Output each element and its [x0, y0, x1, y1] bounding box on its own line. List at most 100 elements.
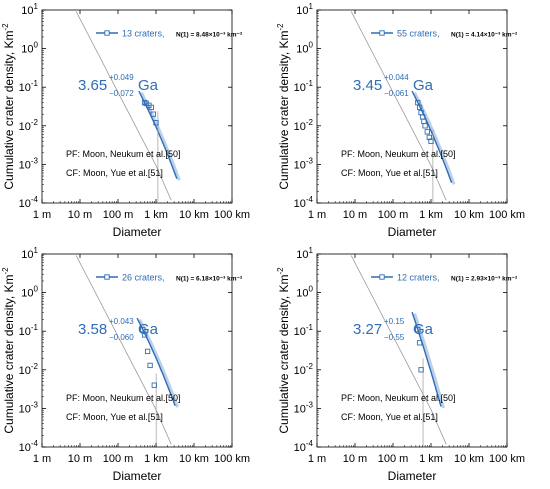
- chart-svg: 101 100 10-1 10-2 10-3 10-41 m 10 m 100 m 1 km 10…: [276, 2, 525, 239]
- x-tick-label: 100 km: [489, 453, 525, 465]
- data-point: [150, 111, 156, 117]
- y-tick-label: 10-1: [19, 79, 39, 94]
- fit-curve: [411, 90, 453, 184]
- x-tick-label: 1 m: [33, 209, 51, 221]
- legend-n1: N(1) = 4.14×10⁻³ km⁻²: [451, 32, 518, 39]
- age-unit: Ga: [138, 77, 159, 94]
- x-tick-label: 100 km: [214, 453, 250, 465]
- chart-svg: 101 100 10-1 10-2 10-3 10-41 m 10 m 100 m 1 km 10…: [276, 246, 525, 483]
- chart-panel-4: 101 100 10-1 10-2 10-3 10-4 1 m 10 m 100 m 1 km 10…: [275, 244, 550, 488]
- note-pf: PF: Moon, Neukum et al.[50]: [341, 149, 456, 159]
- y-tick-label: 10-3: [19, 400, 39, 415]
- plot-frame: [316, 253, 508, 448]
- age-unit: Ga: [413, 77, 434, 94]
- x-tick-label: 10 m: [343, 453, 367, 465]
- legend-marker: [104, 30, 110, 36]
- note-pf: PF: Moon, Neukum et al.[50]: [66, 149, 181, 159]
- x-tick-label: 100 km: [214, 209, 250, 221]
- legend-n1: N(1) = 8.48×10⁻³ km⁻²: [176, 32, 243, 39]
- legend-n1: N(1) = 2.93×10⁻³ km⁻²: [451, 276, 518, 283]
- plot-frame: [41, 253, 233, 448]
- x-tick-label: 10 m: [343, 209, 367, 221]
- fit-band: [413, 91, 456, 185]
- chart-svg: 101 100 10-1 10-2 10-3 10-41 m 10 m 100 m 1 km 10…: [1, 2, 250, 239]
- y-tick-label: 101: [296, 246, 313, 261]
- data-point: [141, 99, 148, 106]
- plot-frame: [41, 9, 233, 204]
- age-plus: +0.049: [109, 73, 134, 82]
- x-axis-label: Diameter: [113, 225, 162, 239]
- age-minus: −0.060: [109, 333, 134, 342]
- x-tick-label: 1 km: [144, 209, 168, 221]
- x-axis-label: Diameter: [388, 469, 437, 483]
- legend-label: 26 craters,: [122, 273, 165, 283]
- data-point: [422, 123, 428, 129]
- legend-marker: [379, 30, 385, 36]
- x-tick-label: 100 m: [378, 209, 409, 221]
- x-tick-label: 10 km: [454, 453, 484, 465]
- data-point: [426, 134, 432, 141]
- x-tick-label: 10 km: [179, 209, 209, 221]
- data-point: [153, 120, 159, 126]
- note-cf: CF: Moon, Yue et al.[51]: [66, 168, 163, 178]
- legend-n1: N(1) = 6.18×10⁻³ km⁻²: [176, 276, 243, 283]
- x-tick-label: 100 km: [489, 209, 525, 221]
- chart-svg: 101 100 10-1 10-2 10-3 10-41 m 10 m 100 m 1 km 10…: [1, 246, 250, 483]
- y-tick-label: 10-3: [294, 156, 314, 171]
- y-tick-label: 100: [21, 41, 38, 56]
- age-unit: Ga: [413, 321, 434, 338]
- x-tick-label: 10 m: [68, 453, 92, 465]
- y-axis-label: Cumulative crater density, Km-2: [276, 23, 291, 190]
- y-tick-label: 10-1: [294, 323, 314, 338]
- y-tick-label: 10-4: [19, 195, 39, 210]
- y-tick-label: 100: [296, 41, 313, 56]
- y-tick-label: 10-2: [19, 118, 39, 133]
- isochron-curve: [350, 255, 447, 445]
- x-axis-label: Diameter: [113, 469, 162, 483]
- data-point: [141, 332, 148, 338]
- x-tick-label: 10 m: [68, 209, 92, 221]
- y-axis-label: Cumulative crater density, Km-2: [1, 23, 16, 190]
- age-value: 3.58: [78, 321, 107, 338]
- data-point: [415, 326, 421, 333]
- x-tick-label: 1 km: [144, 453, 168, 465]
- chart-panel-1: 101 100 10-1 10-2 10-3 10-4 1 m 10 m 100 m 1 km 10…: [0, 0, 275, 244]
- note-cf: CF: Moon, Yue et al.[51]: [341, 412, 438, 422]
- legend-label: 55 craters,: [397, 29, 440, 39]
- isochron-curve: [350, 11, 447, 201]
- data-point: [144, 348, 151, 355]
- y-tick-label: 10-4: [19, 439, 39, 454]
- x-tick-label: 100 m: [378, 453, 409, 465]
- fit-band: [413, 313, 445, 409]
- x-tick-label: 10 km: [179, 453, 209, 465]
- note-pf: PF: Moon, Neukum et al.[50]: [66, 393, 181, 403]
- legend-label: 12 craters,: [397, 273, 440, 283]
- y-tick-label: 10-2: [294, 118, 314, 133]
- y-tick-label: 10-4: [294, 195, 314, 210]
- x-tick-label: 1 m: [308, 453, 326, 465]
- legend-marker: [104, 274, 110, 280]
- y-tick-label: 10-2: [294, 362, 314, 377]
- age-minus: −0.55: [384, 333, 405, 342]
- age-plus: +0.044: [384, 73, 409, 82]
- chart-panel-2: 101 100 10-1 10-2 10-3 10-4 1 m 10 m 100 m 1 km 10…: [275, 0, 550, 244]
- age-minus: −0.061: [384, 89, 409, 98]
- y-tick-label: 101: [21, 246, 38, 261]
- age-plus: +0.15: [384, 317, 405, 326]
- y-tick-label: 10-3: [19, 156, 39, 171]
- data-point: [424, 129, 430, 135]
- plot-frame: [316, 9, 508, 204]
- data-point: [416, 104, 423, 111]
- note-pf: PF: Moon, Neukum et al.[50]: [341, 393, 456, 403]
- fit-curve: [411, 311, 442, 407]
- age-minus: −0.072: [109, 89, 134, 98]
- data-point: [148, 104, 154, 111]
- data-point: [151, 382, 157, 388]
- data-point: [416, 340, 423, 346]
- age-value: 3.45: [353, 77, 382, 94]
- note-cf: CF: Moon, Yue et al.[51]: [341, 168, 438, 178]
- note-cf: CF: Moon, Yue et al.[51]: [66, 412, 163, 422]
- y-tick-label: 10-1: [294, 79, 314, 94]
- chart-panel-3: 101 100 10-1 10-2 10-3 10-4 1 m 10 m 100 m 1 km 10…: [0, 244, 275, 488]
